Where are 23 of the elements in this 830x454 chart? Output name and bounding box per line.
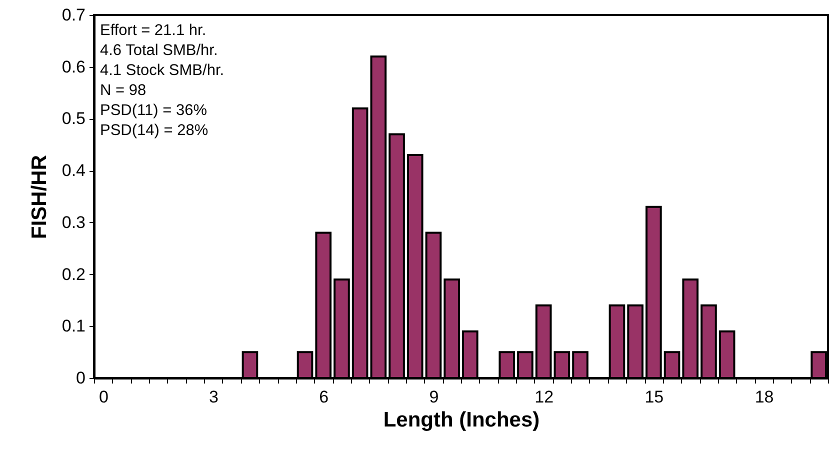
y-axis-title: FISH/HR	[28, 155, 51, 239]
annotation: PSD(14) = 28%	[100, 122, 208, 139]
x-tick-label: 9	[429, 388, 439, 406]
annotation: 4.1 Stock SMB/hr.	[100, 62, 224, 79]
x-tick-label: 0	[98, 388, 108, 406]
x-tick-label: 3	[209, 388, 219, 406]
x-axis-title: Length (Inches)	[383, 408, 540, 432]
annotation: PSD(11) = 36%	[100, 102, 208, 119]
annotation: N = 98	[100, 82, 146, 99]
y-tick-label: 0	[76, 368, 86, 388]
y-tick-label: 0.3	[62, 212, 86, 232]
y-tick-label: 0.2	[62, 264, 86, 284]
y-tick-label: 0.6	[62, 57, 86, 76]
y-tick-label: 0.1	[62, 316, 86, 336]
annotation: 4.6 Total SMB/hr.	[100, 42, 218, 59]
x-tick-label: 15	[644, 388, 664, 406]
x-tick-label: 12	[534, 388, 554, 406]
y-tick-label: 0.5	[62, 109, 86, 128]
y-tick-label: 0.4	[62, 161, 86, 180]
x-tick-label: 6	[319, 388, 329, 406]
x-tick-label: 18	[754, 388, 774, 406]
y-tick-label: 0.7	[62, 6, 86, 24]
annotation: Effort = 21.1 hr.	[100, 22, 206, 39]
